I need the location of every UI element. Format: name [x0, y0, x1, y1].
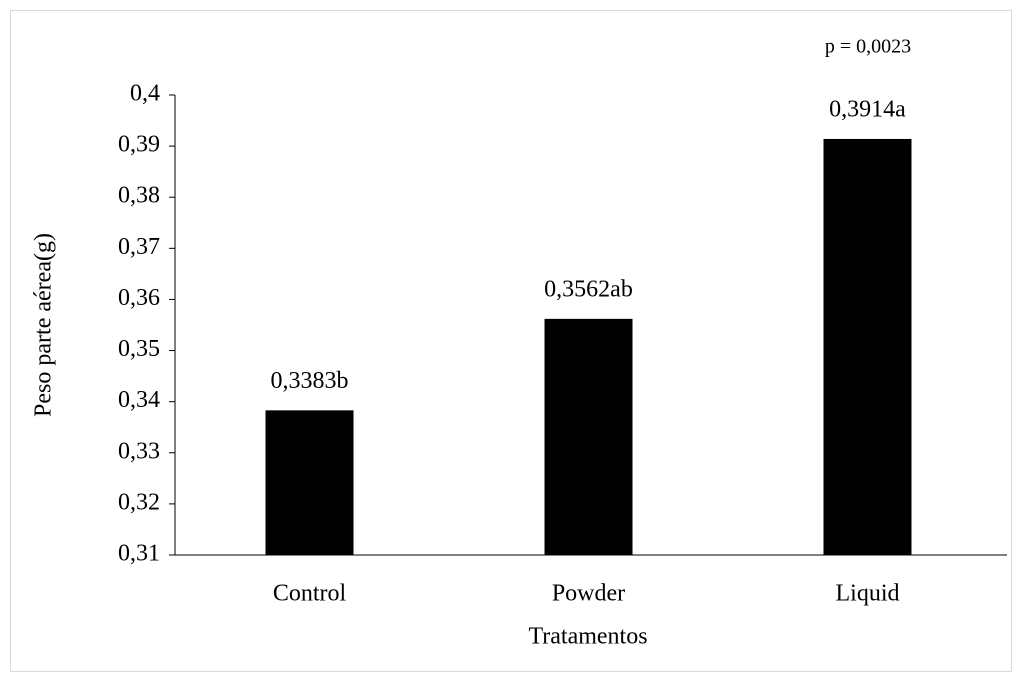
value-label: 0,3562ab — [544, 276, 633, 302]
bar — [265, 410, 354, 555]
y-tick-label: 0,4 — [130, 81, 160, 107]
y-tick-label: 0,37 — [118, 234, 160, 260]
y-tick-label: 0,35 — [118, 336, 160, 362]
y-tick-label: 0,32 — [118, 489, 160, 515]
x-tick-label: Liquid — [836, 581, 900, 607]
y-tick-label: 0,33 — [118, 438, 160, 464]
bar — [823, 138, 912, 555]
x-tick-label: Powder — [552, 581, 625, 607]
x-tick-label: Control — [273, 581, 347, 607]
x-axis-title: Tratamentos — [528, 624, 647, 650]
y-tick-label: 0,36 — [118, 285, 160, 311]
y-tick-label: 0,39 — [118, 132, 160, 158]
value-label: 0,3383b — [271, 368, 349, 394]
y-axis-title: Peso parte aérea(g) — [31, 233, 57, 417]
annotation: p = 0,0023 — [825, 36, 911, 58]
y-tick-label: 0,31 — [118, 541, 160, 567]
bar — [544, 318, 633, 555]
y-tick-label: 0,38 — [118, 183, 160, 209]
y-tick-label: 0,34 — [118, 387, 160, 413]
value-label: 0,3914a — [829, 96, 906, 122]
